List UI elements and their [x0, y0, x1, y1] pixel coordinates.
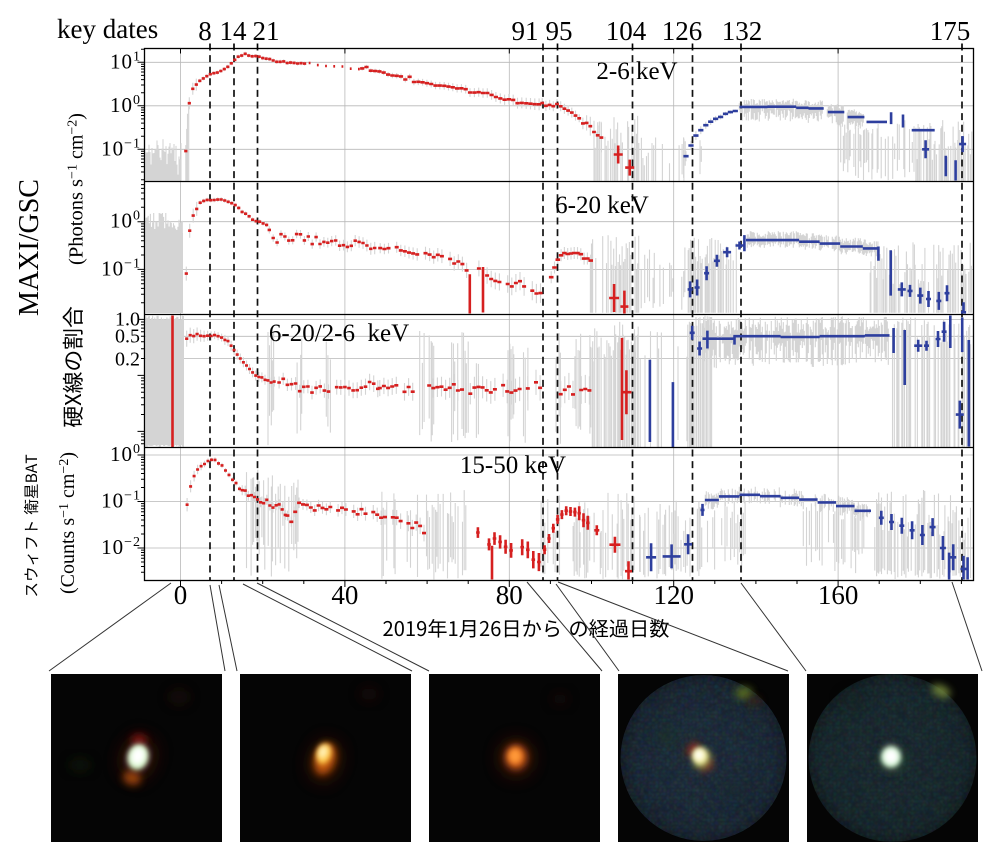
svg-text:21: 21 — [253, 16, 280, 46]
svg-text:126: 126 — [662, 16, 703, 46]
svg-text:120: 120 — [653, 580, 694, 610]
svg-text:14: 14 — [220, 16, 248, 46]
svg-text:0.5: 0.5 — [115, 325, 140, 347]
svg-text:6-20/2-6 keV: 6-20/2-6 keV — [269, 320, 409, 347]
svg-text:8: 8 — [198, 16, 212, 46]
svg-text:100: 100 — [110, 442, 141, 466]
svg-text:95: 95 — [546, 16, 573, 46]
svg-text:91: 91 — [512, 16, 539, 46]
svg-text:160: 160 — [818, 580, 859, 610]
svg-text:0.2: 0.2 — [115, 349, 140, 371]
svg-text:104: 104 — [606, 16, 647, 46]
svg-text:175: 175 — [930, 16, 971, 46]
svg-text:40: 40 — [331, 580, 358, 610]
svg-text:2-6 keV: 2-6 keV — [596, 58, 677, 85]
svg-text:MAXI/GSC: MAXI/GSC — [14, 179, 45, 316]
svg-text:key dates: key dates — [57, 14, 158, 44]
svg-text:15-50 keV: 15-50 keV — [460, 452, 566, 479]
svg-text:(Counts s−1 cm−2): (Counts s−1 cm−2) — [57, 452, 79, 594]
svg-text:6-20 keV: 6-20 keV — [555, 192, 649, 219]
svg-text:10−1: 10−1 — [101, 256, 141, 280]
svg-text:(Photons s−1 cm−2): (Photons s−1 cm−2) — [66, 113, 88, 265]
svg-text:0: 0 — [174, 580, 188, 610]
svg-text:1.0: 1.0 — [115, 308, 140, 330]
svg-text:132: 132 — [722, 16, 763, 46]
svg-text:80: 80 — [496, 580, 523, 610]
svg-text:10−1: 10−1 — [101, 136, 141, 160]
